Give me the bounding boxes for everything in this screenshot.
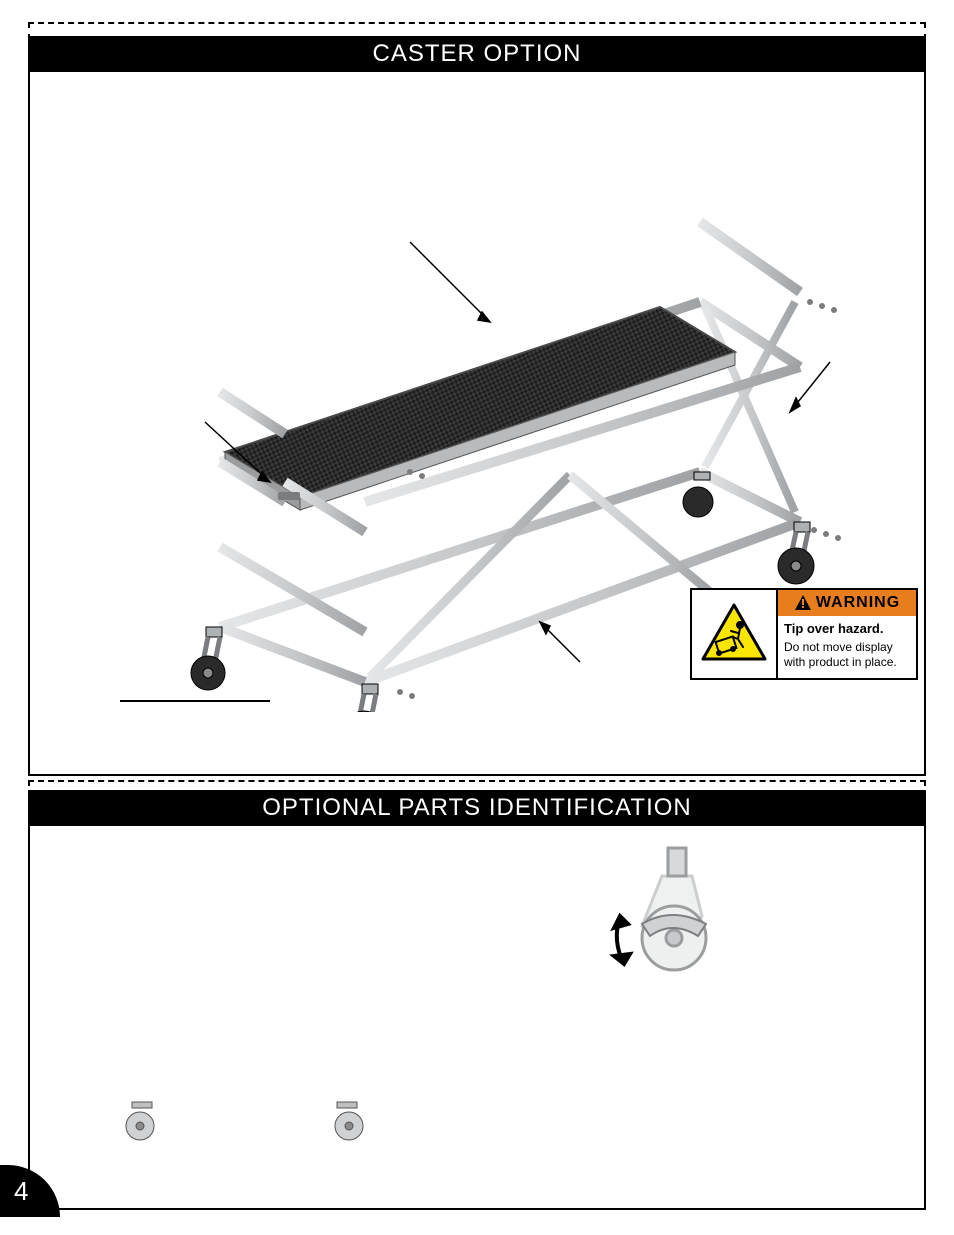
section-content-top: WARNING Tip over hazard. Do not move dis… <box>28 72 926 776</box>
page: CASTER OPTION <box>0 0 954 1235</box>
warning-pictogram <box>692 590 778 678</box>
section-header-caster-option: CASTER OPTION <box>28 36 926 72</box>
page-number-value: 4 <box>14 1176 28 1207</box>
warning-banner-text: WARNING <box>816 594 900 612</box>
caption-underline <box>120 700 270 702</box>
section-content-bottom <box>28 826 926 1210</box>
section-title-top: CASTER OPTION <box>372 40 581 67</box>
warning-body: Tip over hazard. Do not move display wit… <box>778 616 916 678</box>
alert-icon <box>794 594 812 612</box>
figure-caster-detail <box>602 846 742 996</box>
warning-headline: Tip over hazard. <box>784 621 910 637</box>
section-title-bottom: OPTIONAL PARTS IDENTIFICATION <box>262 794 692 821</box>
warning-banner: WARNING <box>778 590 916 616</box>
warning-text: Do not move display with product in plac… <box>784 640 897 669</box>
section-header-parts-id: OPTIONAL PARTS IDENTIFICATION <box>28 790 926 826</box>
warning-label: WARNING Tip over hazard. Do not move dis… <box>690 588 918 680</box>
figure-end-frame <box>112 852 372 1142</box>
